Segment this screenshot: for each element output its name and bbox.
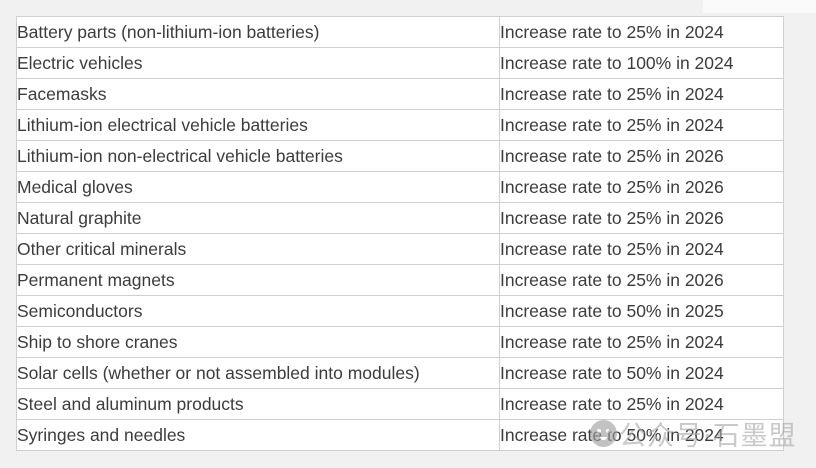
product-cell: Permanent magnets [16,264,500,296]
product-cell: Electric vehicles [16,47,500,79]
tariff-cell: Increase rate to 25% in 2026 [499,202,784,234]
table-row: Natural graphite Increase rate to 25% in … [16,202,784,234]
background-light-band [703,0,816,13]
table-row: Lithium-ion non-electrical vehicle batte… [16,140,784,172]
table-row: Battery parts (non-lithium-ion batteries… [16,16,784,48]
table-row: Permanent magnets Increase rate to 25% in… [16,264,784,296]
product-cell: Semiconductors [16,295,500,327]
tariff-cell: Increase rate to 50% in 2024 [499,357,784,389]
product-cell: Natural graphite [16,202,500,234]
product-cell: Syringes and needles [16,419,500,451]
table-row: Lithium-ion electrical vehicle batteries… [16,109,784,141]
table-row: Semiconductors Increase rate to 50% in 20… [16,295,784,327]
tariff-cell: Increase rate to 50% in 2025 [499,295,784,327]
tariff-cell: Increase rate to 100% in 2024 [499,47,784,79]
product-cell: Steel and aluminum products [16,388,500,420]
tariff-cell: Increase rate to 25% in 2024 [499,16,784,48]
tariff-cell: Increase rate to 25% in 2024 [499,109,784,141]
table-row: Ship to shore cranes Increase rate to 25%… [16,326,784,358]
tariff-table-body: Battery parts (non-lithium-ion batteries… [16,16,784,451]
table-row: Medical gloves Increase rate to 25% in 20… [16,171,784,203]
product-cell: Facemasks [16,78,500,110]
product-cell: Lithium-ion electrical vehicle batteries [16,109,500,141]
tariff-cell: Increase rate to 25% in 2024 [499,78,784,110]
tariff-cell: Increase rate to 25% in 2024 [499,388,784,420]
table-row: Other critical minerals Increase rate to … [16,233,784,265]
product-cell: Solar cells (whether or not assembled in… [16,357,500,389]
product-cell: Lithium-ion non-electrical vehicle batte… [16,140,500,172]
table-row: Solar cells (whether or not assembled in… [16,357,784,389]
table-row: Electric vehicles Increase rate to 100% i… [16,47,784,79]
product-cell: Ship to shore cranes [16,326,500,358]
product-cell: Battery parts (non-lithium-ion batteries… [16,16,500,48]
tariff-cell: Increase rate to 25% in 2026 [499,264,784,296]
tariff-table: Battery parts (non-lithium-ion batteries… [16,16,784,451]
tariff-cell: Increase rate to 50% in 2024 [499,419,784,451]
tariff-cell: Increase rate to 25% in 2026 [499,171,784,203]
table-row: Facemasks Increase rate to 25% in 2024 [16,78,784,110]
table-row: Steel and aluminum products Increase rate… [16,388,784,420]
product-cell: Medical gloves [16,171,500,203]
table-row: Syringes and needles Increase rate to 50%… [16,419,784,451]
tariff-cell: Increase rate to 25% in 2024 [499,326,784,358]
product-cell: Other critical minerals [16,233,500,265]
tariff-cell: Increase rate to 25% in 2024 [499,233,784,265]
tariff-cell: Increase rate to 25% in 2026 [499,140,784,172]
